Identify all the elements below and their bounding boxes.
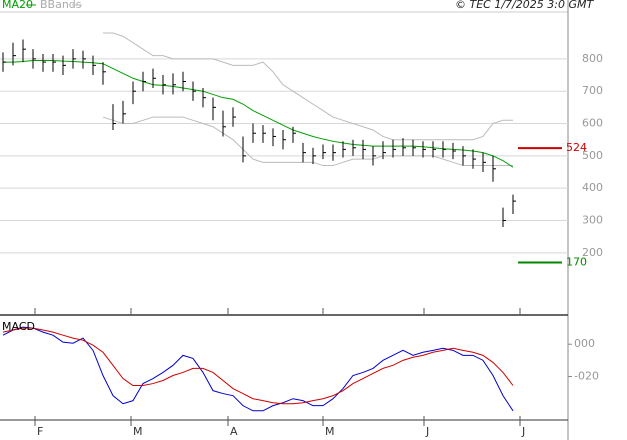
x-tick-label: M (133, 425, 143, 438)
y-tick-label: 600 (582, 117, 603, 130)
macd-line (2, 326, 514, 412)
y-tick-label: 400 (582, 181, 603, 194)
y-tick-label: -020 (574, 369, 599, 382)
x-tick-label: J (521, 425, 525, 438)
moving-average (3, 59, 514, 168)
x-tick-label: M (325, 425, 335, 438)
level-label: 524 (566, 141, 587, 154)
macd-line (2, 327, 514, 405)
bollinger-band (102, 116, 513, 167)
x-tick-label: F (37, 425, 43, 438)
y-tick-label: 500 (582, 149, 603, 162)
y-tick-label: 800 (582, 52, 603, 65)
legend-label: BBands (40, 0, 82, 11)
y-tick-label: 000 (574, 337, 595, 350)
source: © TEC 1/7/2025 3:0 GMT (455, 0, 594, 11)
y-tick-label: 200 (582, 246, 603, 259)
x-tick-label: A (230, 425, 238, 438)
y-tick-label: 300 (582, 214, 603, 227)
legend-label: MA20 (2, 0, 33, 11)
x-tick-label: J (425, 425, 429, 438)
y-tick-label: 700 (582, 84, 603, 97)
level-label: 170 (566, 256, 587, 269)
bollinger-band (103, 32, 513, 141)
panel-title: MACD (2, 320, 35, 333)
